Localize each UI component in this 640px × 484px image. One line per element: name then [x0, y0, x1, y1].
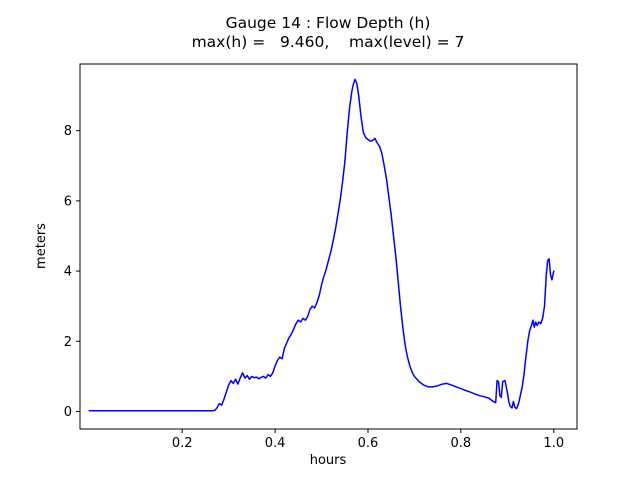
plot-frame [79, 63, 578, 430]
flow-depth-line [88, 78, 555, 412]
y-tick-label: 6 [64, 194, 72, 209]
x-tick-label: 1.0 [543, 436, 564, 451]
y-tick-label: 4 [64, 265, 72, 280]
y-tick-label: 2 [64, 335, 72, 350]
x-tick-label: 0.8 [451, 436, 472, 451]
y-tick-label: 8 [64, 124, 72, 139]
x-tick-label: 0.6 [358, 436, 379, 451]
y-tick-label: 0 [64, 405, 72, 420]
chart-title: Gauge 14 : Flow Depth (h) [226, 14, 431, 32]
y-axis-label: meters [34, 223, 49, 269]
chart-subtitle: max(h) = 9.460, max(level) = 7 [192, 33, 465, 51]
x-axis-label: hours [310, 453, 347, 468]
x-tick-label: 0.4 [265, 436, 286, 451]
x-tick-label: 0.2 [172, 436, 193, 451]
